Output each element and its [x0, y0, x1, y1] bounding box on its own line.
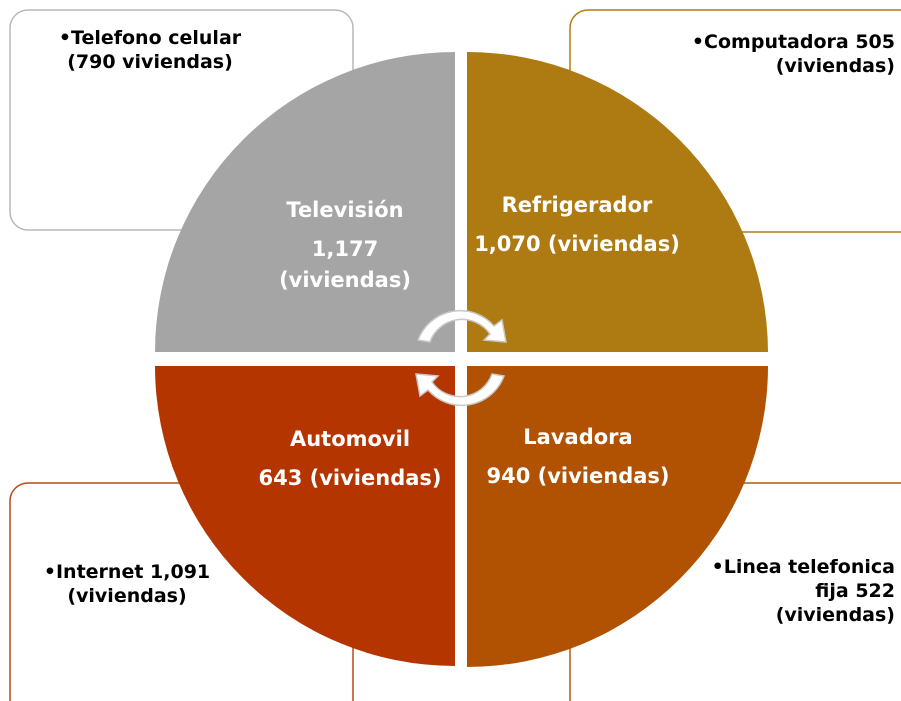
box-text: •Telefono celular (790 viviendas): [58, 27, 242, 73]
label: Automovil: [289, 427, 411, 451]
box-text: •Computadora 505 (viviendas): [691, 31, 895, 77]
quadrant-text: Refrigerador 1,070 (viviendas): [472, 190, 682, 260]
quadrant-text: Automovil 643 (viviendas): [250, 424, 450, 494]
quadrant-text: Lavadora 940 (viviendas): [478, 422, 678, 492]
box-text: •Internet 1,091 (viviendas): [43, 561, 211, 607]
quadrant: [467, 366, 768, 667]
label: Televisión: [286, 198, 404, 222]
quadrant: [155, 366, 455, 666]
quadrant: [467, 52, 768, 352]
label: Refrigerador: [501, 193, 653, 217]
quadrant-text: Televisión 1,177 (viviendas): [245, 195, 445, 296]
quadrant: [155, 52, 455, 352]
value: 643 (viviendas): [258, 466, 442, 490]
box-text: •Linea telefonica fija 522 (viviendas): [711, 556, 895, 626]
value: 1,177 (viviendas): [279, 237, 411, 292]
value: 1,070 (viviendas): [474, 232, 680, 256]
cycle-arrows: [415, 309, 507, 407]
value: 940 (viviendas): [486, 464, 670, 488]
label: Lavadora: [523, 425, 633, 449]
